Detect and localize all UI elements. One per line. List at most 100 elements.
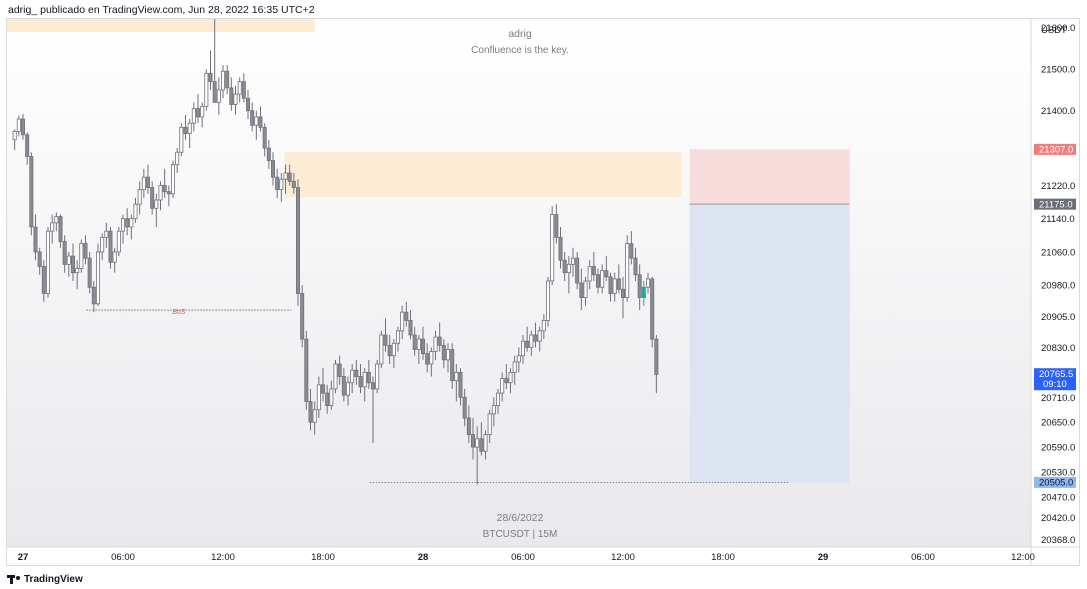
candle-body [341, 376, 346, 396]
candle-116 [496, 388, 501, 414]
time-tick-label: 12:00 [211, 552, 235, 563]
candle-body [454, 371, 459, 382]
candle-119 [508, 368, 513, 394]
chart-frame[interactable]: BoS adrig Confluence is the key. 28/6/20… [6, 18, 1080, 566]
candle-132 [562, 251, 567, 281]
candle-body [437, 336, 442, 346]
price-badge-countdown: 09:10 [1043, 379, 1067, 390]
time-tick-label: 18:00 [711, 552, 735, 563]
candle-70 [304, 330, 309, 410]
candle-body [216, 89, 221, 103]
candle-body [625, 243, 630, 298]
candle-body [233, 93, 238, 105]
candle-body [654, 338, 659, 375]
candle-128 [546, 276, 551, 327]
candle-57 [250, 102, 255, 132]
candle-body [283, 172, 288, 180]
candlestick-chart[interactable]: BoS adrig Confluence is the key. 28/6/20… [7, 19, 1079, 565]
candle-body [29, 155, 34, 228]
take-profit-zone [689, 204, 850, 483]
candle-153 [650, 276, 655, 348]
candles-layer [12, 19, 659, 485]
candle-body [608, 276, 613, 294]
candle-body [371, 382, 376, 390]
candle-96 [412, 326, 417, 356]
candle-body [262, 126, 267, 149]
candle-23 [108, 226, 113, 269]
candle-28 [129, 214, 134, 240]
candle-body [129, 218, 134, 228]
candle-88 [379, 330, 384, 369]
candle-2 [20, 114, 25, 140]
candle-body [221, 70, 226, 91]
candle-139 [591, 251, 596, 281]
candle-47 [208, 50, 213, 90]
candle-137 [583, 276, 588, 306]
candle-15 [75, 260, 80, 290]
candle-135 [575, 251, 580, 290]
candle-55 [241, 73, 246, 103]
candle-73 [316, 376, 321, 419]
candle-body [566, 263, 571, 274]
candle-body [312, 409, 317, 423]
candle-body [187, 122, 192, 134]
bos-label: BoS [172, 309, 186, 316]
candle-body [158, 185, 163, 201]
candle-68 [296, 179, 301, 306]
time-tick-label: 12:00 [611, 552, 635, 563]
candle-body [279, 178, 284, 191]
candle-58 [254, 110, 259, 140]
candle-body [471, 434, 476, 448]
candle-body [400, 311, 405, 332]
candle-46 [204, 69, 209, 111]
candle-131 [558, 226, 563, 269]
candle-106 [454, 364, 459, 402]
candle-body [541, 320, 546, 332]
candle-body [441, 344, 446, 361]
tradingview-footer[interactable]: TradingView [7, 572, 83, 586]
candle-body [12, 131, 17, 141]
candle-56 [246, 89, 251, 120]
time-tick-label: 06:00 [511, 552, 535, 563]
price-axis[interactable]: 21600.0 21500.0 21400.0 21220.0 21140.0 21060… [1041, 23, 1075, 546]
candle-body [16, 118, 21, 132]
candle-143 [608, 272, 613, 302]
candle-body [650, 278, 655, 340]
candle-body [616, 278, 621, 290]
candle-body [500, 378, 505, 394]
candle-body [379, 334, 384, 365]
candle-body [204, 72, 209, 107]
candle-body [408, 320, 413, 336]
candle-123 [525, 326, 530, 352]
candle-90 [387, 334, 392, 365]
candle-92 [396, 326, 401, 352]
candle-48 [212, 19, 217, 103]
candle-107 [458, 368, 463, 406]
candle-body [333, 363, 338, 390]
candle-126 [537, 326, 542, 352]
candle-body [112, 251, 117, 263]
candle-body [491, 405, 496, 415]
candle-body [137, 189, 142, 205]
candle-body [287, 172, 292, 182]
candle-body [346, 382, 351, 396]
candle-body [516, 355, 521, 363]
candle-body [446, 349, 451, 361]
price-badge-red [1034, 143, 1076, 155]
candle-110 [471, 418, 476, 460]
candle-body [258, 116, 263, 128]
candle-body [291, 180, 296, 188]
time-axis[interactable]: 27 06:00 12:00 18:00 28 06:00 12:00 18:00 29 06:0… [18, 552, 1035, 563]
candle-71 [308, 388, 313, 431]
candle-149 [633, 247, 638, 281]
candle-140 [596, 268, 601, 294]
time-tick-label: 29 [818, 552, 829, 563]
supply-zone-2 [7, 19, 315, 32]
candle-35 [158, 181, 163, 211]
candle-133 [566, 256, 571, 294]
candle-body [425, 353, 430, 365]
candle-51 [225, 65, 230, 95]
candle-146 [621, 276, 626, 319]
candle-body [412, 334, 417, 350]
price-badge-lightblue [1034, 476, 1076, 488]
